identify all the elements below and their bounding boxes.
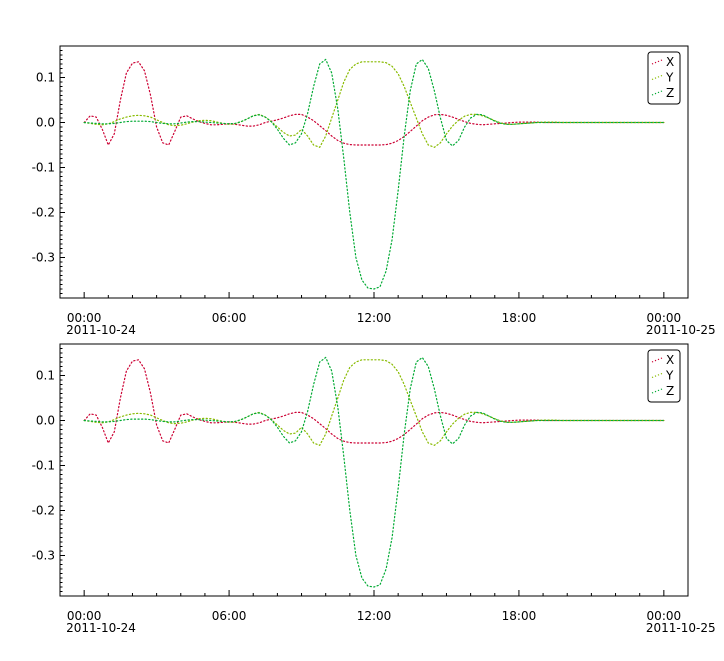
series-line-y: [83, 61, 665, 149]
x-tick-label: 00:00: [67, 609, 102, 623]
y-tick-label: 0.0: [36, 116, 55, 130]
series-line-z: [83, 356, 665, 588]
y-tick-label: -0.3: [32, 251, 55, 265]
legend-label-x: X: [666, 353, 674, 367]
x-tick-label: 18:00: [502, 609, 537, 623]
x-tick-label: 00:00: [647, 609, 682, 623]
x-tick-label: 00:00: [67, 311, 102, 325]
series-line-x: [83, 61, 665, 147]
y-tick-label: -0.1: [32, 161, 55, 175]
legend: XYZ: [647, 349, 681, 403]
x-tick-sublabel: 2011-10-24: [66, 323, 136, 337]
series-line-y: [83, 359, 665, 447]
legend-label-z: Z: [666, 86, 674, 100]
y-tick-label: -0.3: [32, 549, 55, 563]
x-tick-label: 06:00: [212, 609, 247, 623]
legend-label-y: Y: [665, 71, 674, 85]
plot-frame: [59, 343, 689, 597]
x-tick-sublabel: 2011-10-25: [646, 621, 716, 635]
legend-box: [647, 51, 681, 105]
x-tick-label: 18:00: [502, 311, 537, 325]
x-tick-sublabel: 2011-10-25: [646, 323, 716, 337]
y-tick-label: -0.2: [32, 206, 55, 220]
x-tick-label: 00:00: [647, 311, 682, 325]
y-tick-label: 0.0: [36, 414, 55, 428]
y-tick-label: 0.1: [36, 369, 55, 383]
series-line-x: [83, 359, 665, 445]
x-tick-label: 12:00: [357, 311, 392, 325]
x-tick-label: 12:00: [357, 609, 392, 623]
y-tick-label: -0.1: [32, 459, 55, 473]
legend-label-x: X: [666, 55, 674, 69]
plot-frame: [59, 45, 689, 299]
legend: XYZ: [647, 51, 681, 105]
legend-label-y: Y: [665, 369, 674, 383]
y-tick-label: 0.1: [36, 71, 55, 85]
x-tick-label: 06:00: [212, 311, 247, 325]
legend-label-z: Z: [666, 384, 674, 398]
legend-box: [647, 349, 681, 403]
y-tick-label: -0.2: [32, 504, 55, 518]
series-line-z: [83, 58, 665, 290]
x-tick-sublabel: 2011-10-24: [66, 621, 136, 635]
